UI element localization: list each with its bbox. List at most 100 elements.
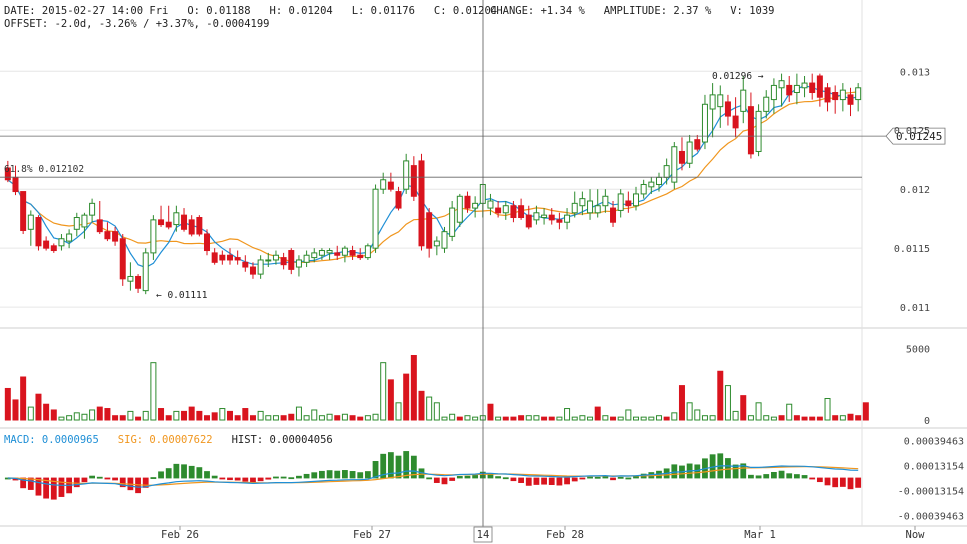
price-tick-label: 0.013: [900, 67, 930, 78]
signal-value: SIG: 0.00007622: [117, 434, 213, 446]
volume-bar: [395, 402, 402, 421]
volume-bar: [135, 416, 142, 421]
candle-body: [150, 219, 157, 254]
volume-bar: [502, 416, 509, 421]
volume-bar: [242, 408, 249, 421]
candle-body: [372, 188, 379, 249]
macd-hist-bar: [525, 477, 532, 486]
volume-bar: [487, 403, 494, 421]
macd-hist-bar: [104, 477, 111, 480]
amplitude-readout: AMPLITUDE: 2.37 %: [603, 5, 712, 17]
candle-body: [809, 82, 816, 94]
macd-hist-bar: [763, 474, 770, 479]
candle-body: [625, 200, 632, 207]
macd-hist-bar: [541, 477, 547, 485]
candle-body: [579, 198, 586, 207]
volume-bar: [832, 415, 839, 421]
macd-tick-label: -0.00013154: [898, 487, 964, 498]
macd-hist-bar: [372, 461, 379, 479]
price-tick-label: 0.0115: [894, 244, 930, 255]
candle-body: [816, 75, 823, 98]
volume-bar: [403, 373, 410, 421]
candle-body: [778, 80, 785, 89]
macd-hist-bar: [824, 477, 831, 486]
macd-hist-bar: [73, 477, 80, 488]
candle-body: [226, 254, 233, 261]
high-readout: H: 0.01204: [269, 5, 333, 17]
candle-body: [387, 181, 394, 190]
candle-body: [165, 221, 172, 228]
macd-hist-bar: [58, 477, 65, 497]
volume-readout: V: 1039: [730, 5, 775, 17]
volume-bar: [610, 416, 617, 421]
moving-average-lines: [7, 85, 859, 488]
volume-bar: [655, 415, 662, 421]
axes: 0.013 0.0125 0.012 0.0115 0.011 5000 0 0.000394…: [161, 67, 964, 543]
volume-bar: [441, 416, 448, 421]
volume-bar: [104, 408, 111, 421]
volume-bar: [234, 415, 241, 421]
volume-bar: [694, 409, 701, 421]
candle-body: [686, 141, 693, 164]
macd-hist-bar: [610, 477, 616, 481]
candle-body: [349, 250, 356, 256]
macd-tick-label: 0.00039463: [904, 436, 964, 447]
macd-hist-bar: [839, 477, 846, 487]
macd-hist-bar: [556, 477, 563, 486]
macd-hist-bar: [280, 476, 287, 479]
price-tag-box: [885, 127, 946, 145]
volume-bar: [732, 410, 739, 421]
candle-body: [43, 240, 50, 249]
candle-body: [418, 160, 425, 247]
candle-body: [280, 257, 287, 266]
macd-hist-bar: [740, 463, 747, 479]
candle-body: [533, 212, 540, 221]
price-tick-label: 0.012: [900, 185, 930, 196]
candle-body: [27, 214, 34, 230]
volume-bar: [633, 416, 640, 421]
macd-hist-bar: [410, 455, 417, 479]
macd-hist-bar: [449, 477, 456, 481]
candle-body: [518, 205, 525, 219]
candle-body: [472, 202, 479, 209]
candle-body: [204, 233, 211, 252]
candle-body: [617, 193, 624, 211]
macd-line: [7, 464, 859, 488]
volume-bar: [587, 416, 594, 421]
fast-ma-line: [7, 85, 859, 269]
candle-body: [717, 94, 724, 108]
x-tick-label: Feb 28: [546, 529, 584, 541]
candle-body: [564, 214, 571, 223]
macd-hist-bar: [89, 475, 95, 479]
volume-bar: [73, 412, 80, 421]
candle-body: [548, 214, 555, 221]
macd-hist-bar: [579, 477, 586, 480]
macd-hist-bar: [694, 464, 701, 479]
x-tick-label: 14: [477, 529, 490, 541]
volume-bar: [678, 385, 685, 421]
candle-body: [257, 259, 264, 275]
volume-bar: [204, 415, 211, 421]
candle-body: [158, 219, 165, 226]
volume-bar: [119, 415, 126, 421]
macd-hist-bar: [242, 477, 249, 482]
macd-hist-bar: [786, 473, 793, 479]
chart-overlays: 61.8% 0.012102 0.01245 0.01296 → ← 0.01111: [0, 0, 946, 526]
volume-bar: [770, 416, 777, 421]
macd-hist-bar: [801, 475, 808, 479]
candle-body: [678, 150, 685, 164]
candle-body: [663, 165, 670, 178]
volume-bar: [410, 355, 417, 421]
candle-body: [786, 84, 793, 96]
macd-hist-bar: [296, 475, 302, 479]
candle-body: [403, 160, 410, 190]
volume-bar: [311, 409, 318, 421]
volume-bar: [219, 408, 226, 421]
volume-bar: [81, 413, 88, 421]
volume-bar: [303, 415, 310, 421]
candle-body: [12, 176, 19, 193]
volume-bar: [158, 408, 165, 421]
macd-hist-bar: [319, 470, 325, 479]
candle-body: [142, 252, 149, 292]
